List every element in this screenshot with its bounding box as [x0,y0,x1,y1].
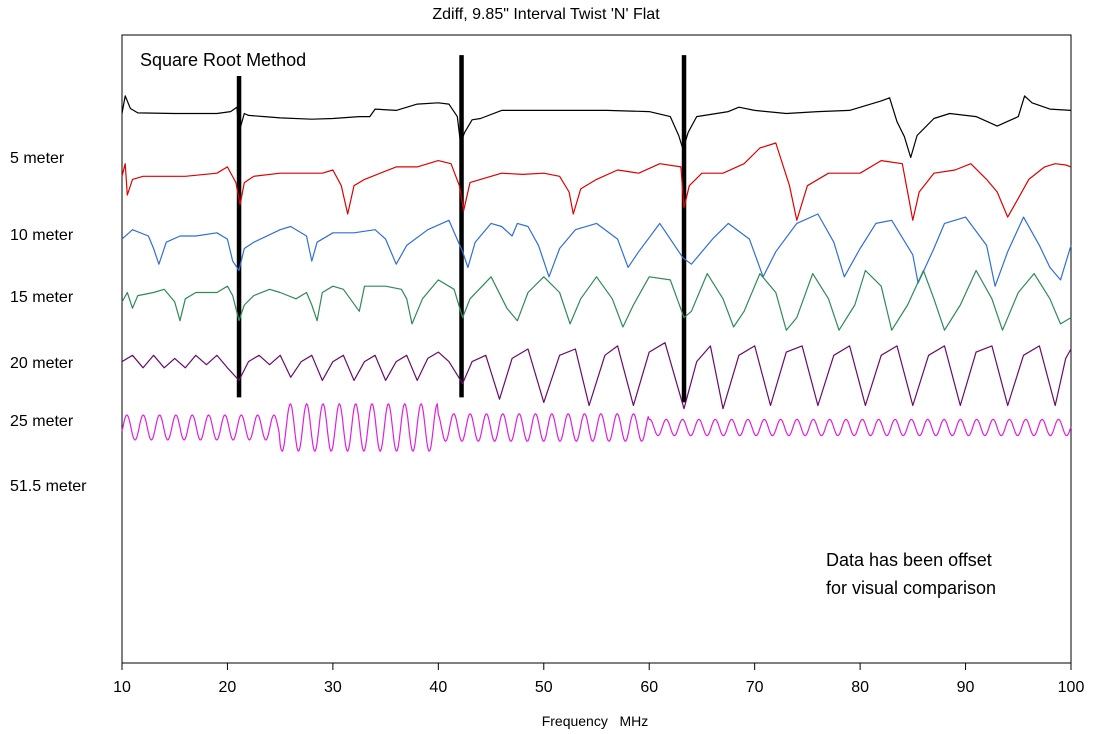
x-tick-label: 80 [851,679,869,696]
series-label: 5 meter [10,150,65,167]
series-line [121,269,1072,331]
series-line [121,403,1072,452]
x-axis-ticks: 10 20 30 40 50 60 70 80 90 100 [113,663,1084,696]
series-line [121,342,1072,410]
offset-note-bg [812,541,1044,609]
chart-title: Zdiff, 9.85" Interval Twist 'N' Flat [432,6,660,23]
offset-note-line-2: for visual comparison [826,578,996,598]
series-line [121,142,1072,221]
series-label: 20 meter [10,355,74,372]
x-tick-label: 50 [535,679,553,696]
method-label-bg [131,42,356,76]
x-axis-label: Frequency MHz [542,713,649,729]
method-label: Square Root Method [140,50,306,70]
series-label: 10 meter [10,227,74,244]
series-label: 25 meter [10,413,74,430]
series-labels: 5 meter 10 meter 15 meter 20 meter 25 meter 5… [10,150,87,495]
x-tick-label: 70 [746,679,764,696]
series-label: 51.5 meter [10,478,87,495]
series-line [121,95,1072,159]
offset-note-line-1: Data has been offset [826,550,992,570]
series-line [121,213,1072,287]
markers [236,55,687,403]
x-tick-label: 40 [429,679,447,696]
series-lines [121,95,1072,452]
x-tick-label: 10 [113,679,131,696]
x-tick-label: 60 [640,679,658,696]
x-tick-label: 100 [1058,679,1085,696]
x-tick-label: 90 [957,679,975,696]
series-label: 15 meter [10,289,74,306]
x-tick-label: 20 [219,679,237,696]
x-tick-label: 30 [324,679,342,696]
